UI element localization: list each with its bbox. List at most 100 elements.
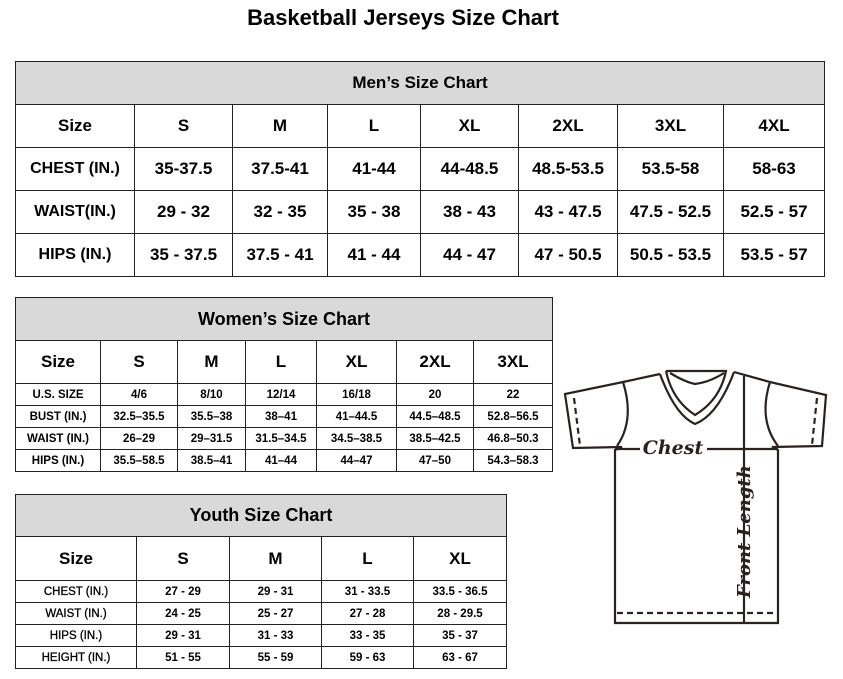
column-header: M (229, 536, 322, 581)
row-label: BUST (IN.) (15, 405, 101, 428)
column-header: 2XL (518, 104, 618, 148)
page-title: Basketball Jerseys Size Chart (247, 5, 559, 30)
table-cell: 27 - 28 (321, 602, 414, 625)
column-header: XL (420, 104, 519, 148)
table-cell: 29 - 31 (229, 580, 322, 603)
table-cell: 37.5 - 41 (232, 233, 328, 277)
table-cell: 53.5-58 (617, 147, 724, 191)
table-cell: 29 - 31 (136, 624, 230, 647)
table-cell: 31 - 33 (229, 624, 322, 647)
header-row: Size S M L XL (15, 536, 508, 581)
column-header: XL (412, 536, 508, 581)
row-label: HEIGHT (IN.) (15, 646, 137, 669)
table-cell: 33.5 - 36.5 (412, 580, 508, 603)
table-cell: 16/18 (316, 383, 397, 406)
women-caption: Women’s Size Chart (14, 297, 554, 341)
shirt-icon (563, 369, 828, 625)
table-cell: 35 - 38 (327, 190, 421, 234)
table-cell: 32.5–35.5 (100, 405, 178, 428)
table-cell: 25 - 27 (229, 602, 322, 625)
table-cell: 8/10 (177, 383, 246, 406)
table-cell: 47 - 50.5 (518, 233, 618, 277)
column-header: 3XL (617, 104, 724, 148)
youth-size-table: Youth Size Chart Size S M L XL CHEST (IN.) 27 -… (14, 494, 508, 669)
table-cell: 32 - 35 (232, 190, 328, 234)
column-header: 4XL (722, 104, 826, 148)
table-cell: 38–41 (245, 405, 317, 428)
table-cell: 50.5 - 53.5 (617, 233, 724, 277)
column-header: Size (15, 340, 101, 384)
table-cell: 31.5–34.5 (245, 427, 317, 450)
table-cell: 54.3–58.3 (472, 449, 554, 472)
table-row: WAIST(IN.) 29 - 32 32 - 35 35 - 38 38 - 43 43… (15, 190, 826, 234)
row-label: CHEST (IN.) (15, 147, 135, 191)
table-cell: 29 - 32 (134, 190, 233, 234)
row-label: HIPS (IN.) (15, 233, 135, 277)
table-cell: 35 - 37.5 (134, 233, 233, 277)
column-header: M (232, 104, 328, 148)
table-cell: 48.5-53.5 (518, 147, 618, 191)
column-header: Size (15, 104, 135, 148)
table-cell: 31 - 33.5 (321, 580, 414, 603)
table-cell: 41–44 (245, 449, 317, 472)
column-header: S (100, 340, 178, 384)
row-label: CHEST (IN.) (15, 580, 137, 603)
table-cell: 28 - 29.5 (412, 602, 508, 625)
column-header: L (245, 340, 317, 384)
table-cell: 47–50 (396, 449, 474, 472)
table-row: HIPS (IN.) 29 - 31 31 - 33 33 - 35 35 - 37 (15, 624, 508, 647)
table-row: WAIST (IN.) 24 - 25 25 - 27 27 - 28 28 - 29.… (15, 602, 508, 625)
table-row: HEIGHT (IN.) 51 - 55 55 - 59 59 - 63 63 - 67 (15, 646, 508, 669)
column-header: L (327, 104, 421, 148)
table-cell: 4/6 (100, 383, 178, 406)
table-row: U.S. SIZE 4/6 8/10 12/14 16/18 20 22 (15, 383, 554, 406)
column-header: M (177, 340, 246, 384)
table-cell: 47.5 - 52.5 (617, 190, 724, 234)
table-cell: 26–29 (100, 427, 178, 450)
table-cell: 35-37.5 (134, 147, 233, 191)
table-cell: 33 - 35 (321, 624, 414, 647)
table-cell: 46.8–50.3 (472, 427, 554, 450)
table-cell: 35.5–38 (177, 405, 246, 428)
table-cell: 35.5–58.5 (100, 449, 178, 472)
table-cell: 35 - 37 (412, 624, 508, 647)
header-row: Size S M L XL 2XL 3XL 4XL (15, 104, 826, 148)
table-cell: 44–47 (316, 449, 397, 472)
table-cell: 58-63 (722, 147, 826, 191)
table-cell: 41-44 (327, 147, 421, 191)
table-cell: 37.5-41 (232, 147, 328, 191)
womens-size-table: Women’s Size Chart Size S M L XL 2XL 3XL U.S. SI… (14, 297, 554, 472)
front-length-label: Front Length (734, 465, 755, 599)
table-cell: 22 (472, 383, 554, 406)
table-cell: 38.5–42.5 (396, 427, 474, 450)
jersey-diagram: Chest Front Length (563, 369, 828, 625)
table-cell: 52.8–56.5 (472, 405, 554, 428)
column-header: L (321, 536, 414, 581)
table-cell: 38.5–41 (177, 449, 246, 472)
mens-size-table: Men’s Size Chart Size S M L XL 2XL 3XL 4XL CHEST … (14, 61, 826, 277)
table-cell: 24 - 25 (136, 602, 230, 625)
row-label: HIPS (IN.) (15, 449, 101, 472)
header-row: Size S M L XL 2XL 3XL (15, 340, 554, 384)
table-row: WAIST (IN.) 26–29 29–31.5 31.5–34.5 34.5–38.… (15, 427, 554, 450)
column-header: S (136, 536, 230, 581)
table-row: HIPS (IN.) 35.5–58.5 38.5–41 41–44 44–47 47–5… (15, 449, 554, 472)
table-cell: 55 - 59 (229, 646, 322, 669)
column-header: Size (15, 536, 137, 581)
table-cell: 51 - 55 (136, 646, 230, 669)
table-cell: 44.5–48.5 (396, 405, 474, 428)
table-cell: 12/14 (245, 383, 317, 406)
column-header: S (134, 104, 233, 148)
table-cell: 63 - 67 (412, 646, 508, 669)
table-cell: 44 - 47 (420, 233, 519, 277)
table-cell: 29–31.5 (177, 427, 246, 450)
table-row: BUST (IN.) 32.5–35.5 35.5–38 38–41 41–44.5 44… (15, 405, 554, 428)
row-label: U.S. SIZE (15, 383, 101, 406)
table-cell: 52.5 - 57 (722, 190, 826, 234)
table-cell: 44-48.5 (420, 147, 519, 191)
table-row: CHEST (IN.) 27 - 29 29 - 31 31 - 33.5 33.5 -… (15, 580, 508, 603)
table-cell: 27 - 29 (136, 580, 230, 603)
column-header: 2XL (396, 340, 474, 384)
table-row: HIPS (IN.) 35 - 37.5 37.5 - 41 41 - 44 44 - … (15, 233, 826, 277)
row-label: WAIST (IN.) (15, 602, 137, 625)
